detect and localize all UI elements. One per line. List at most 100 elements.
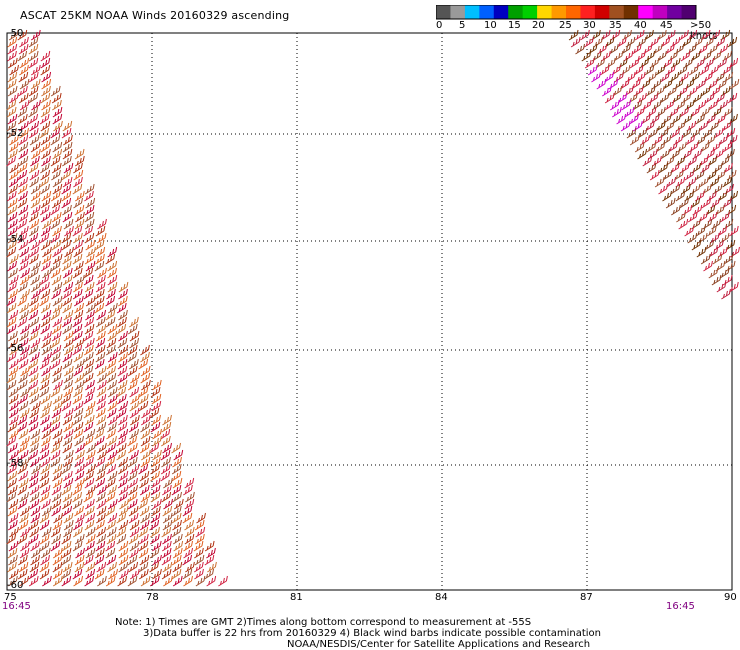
- wind-barb: [139, 477, 149, 489]
- wind-barb: [712, 162, 723, 174]
- wind-barb: [172, 519, 182, 531]
- wind-barb: [62, 295, 73, 307]
- wind-barb: [705, 148, 716, 160]
- wind-barb: [74, 218, 85, 230]
- wind-barb: [665, 43, 675, 55]
- wind-barb: [84, 414, 95, 426]
- wind-barb: [645, 50, 656, 62]
- wind-barb: [6, 295, 17, 307]
- wind-barb: [117, 316, 127, 328]
- wind-barb: [660, 71, 670, 83]
- wind-barb: [118, 561, 129, 573]
- wind-barb: [138, 498, 149, 510]
- wind-barb: [105, 253, 116, 265]
- wind-barb: [75, 477, 85, 489]
- wind-barb: [28, 225, 39, 237]
- wind-barb: [8, 358, 19, 370]
- wind-barb: [73, 232, 83, 244]
- wind-barb: [29, 561, 40, 573]
- wind-barb: [29, 120, 40, 132]
- wind-barb: [139, 442, 150, 454]
- wind-barb: [706, 113, 716, 125]
- wind-barb: [19, 512, 29, 524]
- wind-barb: [42, 400, 52, 412]
- wind-barb: [85, 484, 96, 496]
- wind-barb: [129, 358, 139, 370]
- wind-barb: [8, 498, 19, 510]
- wind-barb: [40, 120, 51, 132]
- wind-barb: [687, 155, 698, 167]
- wind-barb: [41, 71, 52, 83]
- wind-barb: [604, 36, 615, 48]
- wind-barb: [8, 449, 19, 461]
- wind-barb: [688, 141, 699, 153]
- wind-barb: [30, 323, 41, 335]
- wind-barb: [717, 190, 728, 202]
- wind-barb: [646, 71, 657, 83]
- wind-barb: [73, 407, 84, 419]
- wind-barb: [41, 337, 51, 349]
- wind-barb: [52, 99, 62, 111]
- wind-barb: [695, 225, 706, 237]
- wind-barb: [20, 435, 30, 447]
- wind-barb: [713, 148, 724, 160]
- wind-barb: [40, 498, 51, 510]
- wind-barb: [727, 36, 738, 48]
- wind-barb: [62, 288, 72, 300]
- wind-barb: [39, 274, 50, 286]
- wind-barb: [721, 64, 732, 76]
- east-swath-barbs: [568, 29, 740, 300]
- wind-barb: [19, 64, 29, 76]
- wind-barb: [7, 225, 18, 237]
- wind-barb: [690, 183, 701, 195]
- wind-barb: [107, 470, 118, 482]
- wind-barb: [62, 253, 72, 265]
- wind-barb: [85, 295, 96, 307]
- wind-barb: [184, 498, 195, 510]
- wind-barb: [84, 498, 95, 510]
- wind-barb: [8, 386, 19, 398]
- wind-barb: [182, 568, 193, 580]
- colorbar-label: 0: [436, 20, 443, 31]
- wind-barb: [17, 554, 28, 566]
- wind-barb: [117, 379, 128, 391]
- wind-barb: [74, 302, 85, 314]
- wind-barb: [29, 316, 40, 328]
- wind-barb: [50, 204, 60, 216]
- wind-barb: [40, 554, 50, 566]
- wind-barb: [28, 372, 39, 384]
- wind-barb: [718, 99, 728, 111]
- wind-barb: [39, 127, 50, 139]
- wind-barb: [28, 421, 39, 433]
- wind-barb: [39, 204, 50, 216]
- wind-barb: [616, 113, 627, 125]
- wind-barb: [635, 71, 646, 83]
- wind-barb: [128, 533, 139, 545]
- wind-barb: [61, 575, 72, 587]
- wind-barb: [31, 99, 41, 111]
- wind-barb: [107, 246, 118, 258]
- wind-barb: [51, 197, 62, 209]
- wind-barb: [19, 330, 29, 342]
- wind-barb: [700, 106, 710, 118]
- wind-barb: [52, 393, 63, 405]
- wind-barb: [51, 169, 61, 181]
- wind-barb: [85, 561, 96, 573]
- wind-barb: [84, 316, 95, 328]
- wind-barb: [184, 477, 195, 489]
- wind-barb: [52, 141, 63, 153]
- wind-barb: [50, 540, 61, 552]
- wind-barb: [703, 71, 713, 83]
- wind-barb: [107, 512, 118, 524]
- wind-barb: [28, 50, 39, 62]
- wind-barb: [62, 442, 73, 454]
- wind-barb: [63, 428, 74, 440]
- wind-barb: [7, 36, 18, 48]
- wind-barb: [679, 29, 689, 41]
- wind-barb: [162, 561, 173, 573]
- wind-barb: [116, 442, 127, 454]
- wind-barb: [138, 393, 149, 405]
- wind-barb: [8, 365, 19, 377]
- wind-barb: [52, 568, 63, 580]
